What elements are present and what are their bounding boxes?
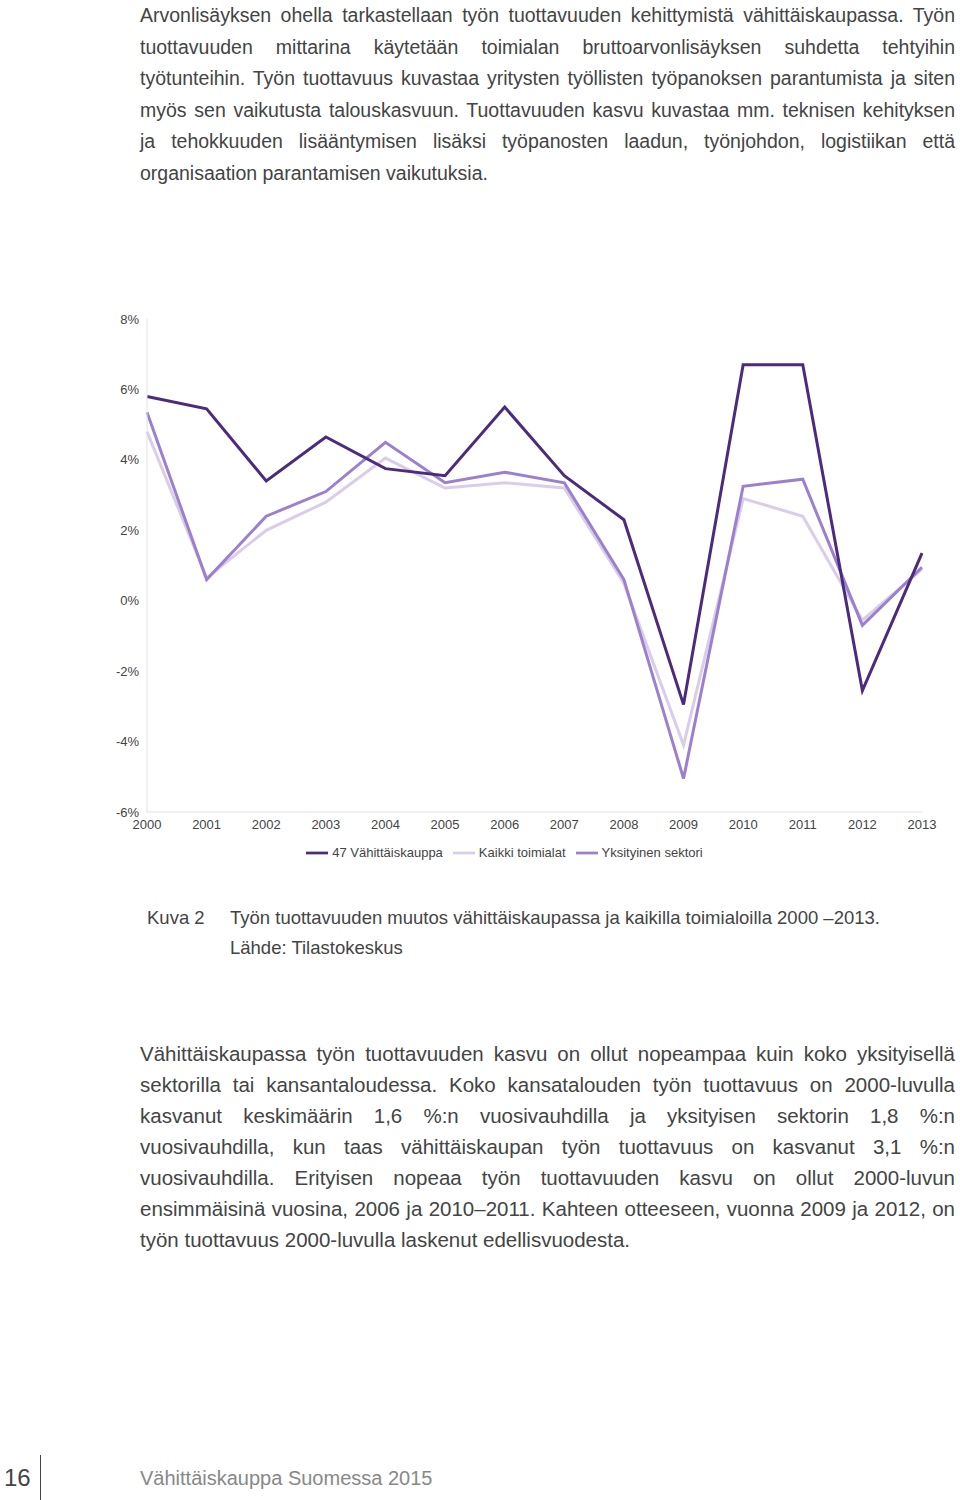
svg-text:0%: 0%	[120, 593, 139, 608]
svg-text:4%: 4%	[120, 452, 139, 467]
svg-text:2003: 2003	[311, 817, 340, 832]
html-text:16: 16	[4, 1464, 31, 1491]
svg-text:2%: 2%	[120, 523, 139, 538]
svg-text:-2%: -2%	[116, 664, 140, 679]
html-text:Kaikki toimialat: Kaikki toimialat	[478, 845, 566, 861]
svg-text:-6%: -6%	[116, 805, 140, 820]
html-text:Vähittäiskauppa Suomessa 2015: Vähittäiskauppa Suomessa 2015	[140, 1467, 433, 1489]
html-text:Työn tuottavuuden muutos vähit: Työn tuottavuuden muutos vähittäiskaupas…	[230, 907, 880, 928]
svg-text:2002: 2002	[252, 817, 281, 832]
svg-text:2005: 2005	[431, 817, 460, 832]
svg-text:6%: 6%	[120, 382, 139, 397]
svg-text:2009: 2009	[669, 817, 698, 832]
svg-text:2007: 2007	[550, 817, 579, 832]
svg-text:2012: 2012	[848, 817, 877, 832]
svg-text:2006: 2006	[490, 817, 519, 832]
html-text:Lähde: Tilastokeskus: Lähde: Tilastokeskus	[230, 937, 403, 958]
html-text:Kuva 2: Kuva 2	[147, 907, 205, 928]
svg-text:8%: 8%	[120, 312, 139, 327]
svg-text:2001: 2001	[192, 817, 221, 832]
svg-text:-4%: -4%	[116, 734, 140, 749]
html-text:Arvonlisäyksen ohella tarkaste: Arvonlisäyksen ohella tarkastellaan työn…	[140, 4, 955, 184]
svg-text:2011: 2011	[789, 817, 817, 832]
html-text:47 Vähittäiskauppa: 47 Vähittäiskauppa	[332, 845, 443, 861]
svg-text:2008: 2008	[609, 817, 638, 832]
html-text:Vähittäiskaupassa työn tuottav: Vähittäiskaupassa työn tuottavuuden kasv…	[140, 1042, 955, 1251]
svg-text:2000: 2000	[132, 817, 162, 833]
svg-text:2013: 2013	[908, 817, 937, 832]
svg-text:2010: 2010	[729, 817, 758, 832]
html-text:Yksityinen sektori: Yksityinen sektori	[601, 845, 703, 861]
svg-text:2004: 2004	[371, 817, 400, 832]
